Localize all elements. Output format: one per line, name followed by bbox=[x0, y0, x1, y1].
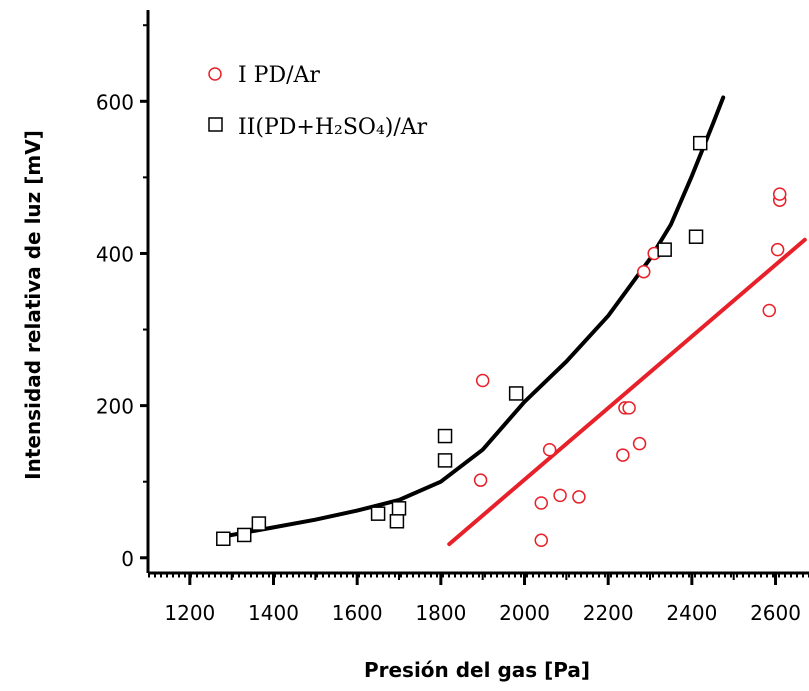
data-point-series-2 bbox=[657, 242, 672, 257]
x-tick-label: 1600 bbox=[332, 601, 383, 625]
data-point-series-1 bbox=[475, 373, 490, 388]
fit-lines bbox=[221, 95, 807, 547]
x-tick-label: 2000 bbox=[499, 601, 550, 625]
data-point-series-1 bbox=[637, 264, 651, 279]
data-point-series-1 bbox=[542, 442, 557, 457]
data-point-series-2 bbox=[216, 531, 231, 547]
x-tick-label: 2200 bbox=[583, 601, 634, 625]
data-point-series-2 bbox=[437, 453, 453, 468]
y-tick-label: 600 bbox=[96, 90, 134, 114]
data-markers bbox=[216, 135, 787, 548]
data-point-series-1 bbox=[473, 473, 488, 487]
data-point-series-1 bbox=[553, 488, 567, 503]
data-point-series-1 bbox=[616, 448, 630, 462]
data-point-series-1 bbox=[772, 187, 787, 201]
data-point-series-2 bbox=[370, 506, 386, 521]
data-point-series-2 bbox=[391, 501, 407, 516]
fit-line-series-2 bbox=[221, 95, 726, 539]
y-tick-label: 400 bbox=[96, 242, 134, 266]
y-axis-title: Intensidad relativa de luz [mV] bbox=[21, 130, 45, 480]
data-point-series-2 bbox=[389, 514, 405, 529]
x-tick-label: 1400 bbox=[248, 601, 299, 625]
legend-marker-series-I bbox=[208, 67, 222, 81]
legend-label-series-I: I PD/Ar bbox=[238, 63, 320, 88]
x-tick-label: 1800 bbox=[415, 601, 466, 625]
x-tick-label: 2600 bbox=[750, 601, 801, 625]
data-point-series-1 bbox=[762, 303, 777, 318]
y-tick-label: 200 bbox=[96, 395, 134, 419]
data-point-series-1 bbox=[534, 533, 549, 548]
data-point-series-1 bbox=[632, 436, 647, 451]
data-point-series-1 bbox=[770, 242, 785, 257]
x-axis-title: Presión del gas [Pa] bbox=[364, 658, 590, 682]
x-tick-label: 1200 bbox=[164, 601, 215, 625]
legend: I PD/Ar II(PD+H₂SO₄)/Ar bbox=[208, 63, 428, 140]
data-point-series-1 bbox=[534, 496, 549, 510]
data-point-series-2 bbox=[236, 527, 252, 543]
fit-line-series-1 bbox=[447, 237, 807, 547]
data-point-series-2 bbox=[688, 229, 704, 244]
data-point-series-2 bbox=[251, 516, 267, 531]
legend-marker-series-II bbox=[208, 117, 223, 132]
data-point-series-2 bbox=[437, 428, 453, 444]
y-tick-label: 0 bbox=[121, 547, 134, 571]
data-point-series-1 bbox=[572, 490, 586, 504]
data-point-series-2 bbox=[508, 386, 524, 401]
x-tick-label: 2400 bbox=[666, 601, 717, 625]
axes: 0 200 400 600 1200 1400 1600 1800 2000 2200 2400 26… bbox=[96, 10, 809, 625]
legend-label-series-II: II(PD+H₂SO₄)/Ar bbox=[238, 115, 428, 140]
data-point-series-1 bbox=[622, 401, 636, 415]
data-point-series-2 bbox=[692, 135, 708, 151]
